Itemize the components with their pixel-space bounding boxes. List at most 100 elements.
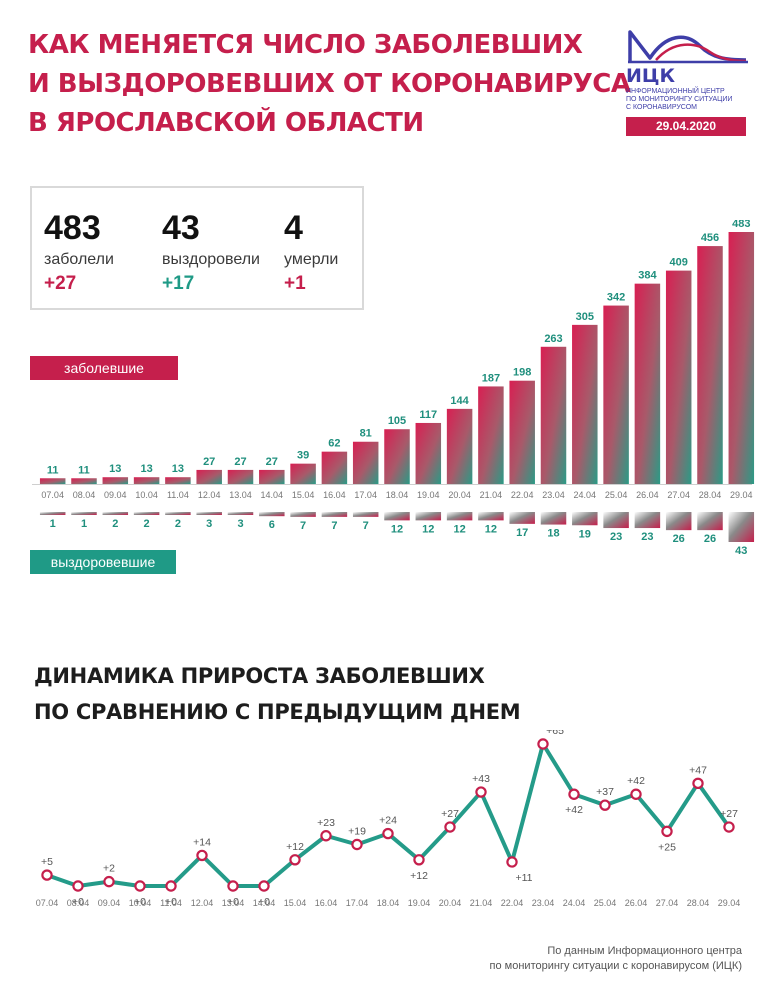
bar-sick — [133, 477, 160, 484]
growth-point — [692, 777, 704, 790]
bar-recovered-label: 3 — [206, 518, 212, 530]
x-tick-label: 23.04 — [532, 898, 555, 908]
bar-sick — [352, 441, 379, 484]
x-tick-label: 27.04 — [667, 490, 690, 500]
x-tick-label: 28.04 — [687, 898, 710, 908]
growth-point — [196, 849, 208, 862]
bar-recovered — [478, 512, 504, 521]
bar-recovered — [71, 512, 97, 515]
bar-sick — [259, 469, 285, 484]
x-tick-label: 10.04 — [129, 898, 152, 908]
stats-box: 483 заболели +27 43 выздоровели +17 4 ум… — [30, 186, 364, 310]
bar-sick-label: 13 — [140, 463, 152, 475]
x-tick-label: 26.04 — [636, 490, 659, 500]
bar-recovered-label: 19 — [579, 528, 591, 540]
bar-sick-label: 305 — [576, 311, 594, 323]
growth-point-label: +5 — [41, 856, 53, 868]
page-title: КАК МЕНЯЕТСЯ ЧИСЛО ЗАБОЛЕВШИХ И ВЫЗДОРОВ… — [28, 26, 631, 143]
bar-recovered-label: 12 — [485, 523, 497, 535]
x-tick-label: 08.04 — [67, 898, 90, 908]
x-tick-label: 22.04 — [511, 490, 534, 500]
growth-point-label: +2 — [103, 863, 115, 875]
bar-sick-label: 483 — [732, 220, 750, 230]
growth-point — [351, 838, 363, 851]
x-tick-label: 12.04 — [191, 898, 214, 908]
x-tick-label: 09.04 — [98, 898, 121, 908]
growth-point — [444, 821, 456, 833]
bar-recovered-label: 1 — [50, 518, 56, 530]
x-tick-label: 09.04 — [104, 490, 127, 500]
x-tick-label: 13.04 — [229, 490, 252, 500]
growth-point-label: +19 — [348, 825, 366, 837]
bar-sick — [227, 469, 254, 484]
bar-recovered-label: 12 — [453, 523, 465, 535]
bar-recovered — [321, 512, 348, 517]
growth-point-label: +27 — [720, 808, 738, 820]
x-tick-label: 08.04 — [73, 490, 96, 500]
cases-bar-chart: 1107.0411108.0411309.0421310.0421311.042… — [32, 220, 755, 557]
bar-recovered-label: 23 — [610, 531, 622, 543]
bar-sick — [446, 408, 473, 484]
growth-point-label: +23 — [317, 817, 335, 829]
growth-point — [258, 880, 270, 892]
bar-recovered-label: 6 — [269, 519, 275, 531]
growth-point — [506, 856, 518, 868]
logo-name: ИЦК — [626, 65, 676, 87]
x-tick-label: 12.04 — [198, 490, 221, 500]
bar-recovered-label: 7 — [363, 520, 369, 532]
bar-sick-label: 342 — [607, 292, 625, 304]
x-tick-label: 14.04 — [253, 898, 276, 908]
bar-sick — [665, 270, 692, 484]
bar-recovered-label: 26 — [704, 533, 716, 545]
bar-recovered — [572, 512, 598, 526]
x-tick-label: 21.04 — [480, 490, 503, 500]
bar-recovered — [603, 512, 629, 529]
x-tick-label: 07.04 — [41, 490, 64, 500]
x-tick-label: 29.04 — [730, 490, 753, 500]
x-tick-label: 22.04 — [501, 898, 524, 908]
bar-sick-label: 62 — [328, 438, 340, 450]
bar-sick — [165, 477, 191, 484]
bar-recovered-label: 23 — [641, 531, 653, 543]
bar-recovered-label: 18 — [547, 528, 559, 540]
bar-sick-label: 27 — [234, 456, 246, 468]
bar-recovered — [665, 512, 692, 531]
source-line-2: по мониторингу ситуации с коронавирусом … — [489, 960, 742, 972]
x-tick-label: 26.04 — [625, 898, 648, 908]
bar-recovered — [133, 512, 160, 515]
x-tick-label: 13.04 — [222, 898, 245, 908]
report-date: 29.04.2020 — [626, 117, 746, 136]
bar-sick-label: 409 — [670, 257, 688, 269]
bar-recovered — [165, 512, 191, 515]
bar-sick-label: 27 — [266, 456, 278, 468]
bar-recovered — [415, 512, 442, 521]
x-tick-label: 19.04 — [417, 490, 440, 500]
growth-point-label: +27 — [441, 808, 459, 820]
bar-sick-label: 144 — [450, 395, 469, 407]
growth-point — [289, 854, 301, 866]
bar-sick — [384, 429, 410, 484]
bar-sick — [196, 469, 222, 484]
growth-point-label: +24 — [379, 815, 397, 827]
x-tick-label: 29.04 — [718, 898, 741, 908]
bar-sick — [478, 386, 504, 484]
ick-logo: ИЦК ИНФОРМАЦИОННЫЙ ЦЕНТР ПО МОНИТОРИНГУ … — [626, 28, 750, 136]
x-tick-label: 28.04 — [699, 490, 722, 500]
bar-recovered-label: 3 — [237, 518, 243, 530]
x-tick-label: 20.04 — [448, 490, 471, 500]
growth-point-label: +12 — [410, 870, 428, 882]
x-tick-label: 25.04 — [605, 490, 628, 500]
x-tick-label: 17.04 — [354, 490, 377, 500]
growth-point-label: +43 — [472, 773, 490, 785]
x-tick-label: 19.04 — [408, 898, 431, 908]
bar-recovered — [728, 512, 755, 542]
bar-sick-label: 81 — [360, 428, 372, 440]
bar-sick — [71, 478, 97, 484]
growth-point — [72, 880, 84, 892]
stat-sick: 483 заболели +27 — [44, 208, 114, 296]
bar-sick — [509, 380, 535, 484]
growth-point-label: +42 — [627, 775, 645, 787]
bar-recovered-label: 43 — [735, 545, 747, 557]
title-line-3: В ЯРОСЛАВСКОЙ ОБЛАСТИ — [28, 108, 424, 138]
bar-sick — [321, 451, 348, 484]
